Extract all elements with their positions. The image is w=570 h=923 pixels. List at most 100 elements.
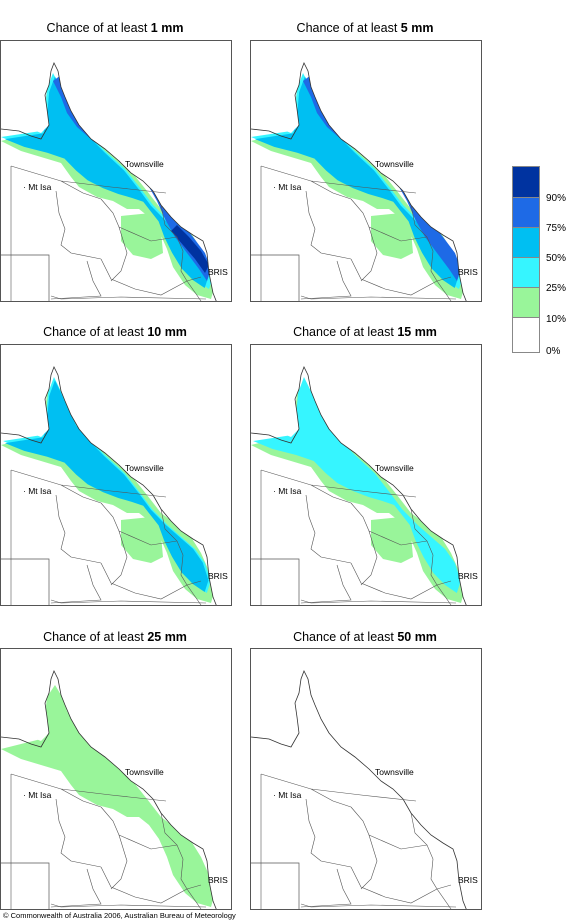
map-1mm: Townsville · Mt Isa BRIS bbox=[0, 40, 232, 302]
coastline bbox=[1, 670, 217, 909]
district-boundary bbox=[300, 564, 352, 604]
brisbane-label: BRIS bbox=[458, 571, 478, 581]
district-boundary bbox=[350, 502, 378, 586]
panel-title-50mm: Chance of at least 50 mm bbox=[293, 630, 437, 644]
district-boundary bbox=[350, 258, 452, 296]
district-boundary bbox=[100, 258, 202, 296]
legend-swatch-75 bbox=[512, 197, 540, 228]
legend-swatch-25 bbox=[512, 257, 540, 288]
legend-label-50: 50% bbox=[546, 253, 567, 264]
district-boundary bbox=[60, 788, 102, 808]
map-10mm: Townsville · Mt Isa BRIS bbox=[0, 344, 232, 606]
district-boundary bbox=[118, 226, 178, 242]
district-boundary bbox=[300, 260, 352, 300]
district-boundary bbox=[260, 773, 417, 802]
legend-label-75: 75% bbox=[546, 223, 567, 234]
ocean-mask bbox=[251, 649, 481, 909]
legend-label-90: 90% bbox=[546, 193, 567, 204]
district-boundary bbox=[350, 866, 452, 904]
mt-isa-label: · Mt Isa bbox=[23, 182, 52, 192]
probability-zone-25pct bbox=[253, 377, 461, 593]
panel-title-15mm: Chance of at least 15 mm bbox=[293, 325, 437, 339]
district-boundary bbox=[55, 798, 102, 868]
legend-label-0: 0% bbox=[546, 346, 561, 357]
coastline bbox=[1, 62, 217, 301]
map-15mm: Townsville · Mt Isa BRIS bbox=[250, 344, 482, 606]
queensland-map bbox=[251, 41, 481, 301]
district-boundary bbox=[160, 508, 188, 586]
district-boundary bbox=[350, 562, 452, 600]
queensland-map bbox=[251, 649, 481, 909]
district-boundary bbox=[186, 280, 202, 301]
panel-title-10mm: Chance of at least 10 mm bbox=[43, 325, 187, 339]
queensland-map bbox=[1, 41, 231, 301]
panel-title-25mm: Chance of at least 25 mm bbox=[43, 630, 187, 644]
probability-zone-50pct bbox=[255, 76, 459, 289]
district-boundary bbox=[186, 584, 202, 605]
state-border bbox=[251, 254, 300, 301]
legend-swatch-50 bbox=[512, 227, 540, 258]
panel-title-5mm: Chance of at least 5 mm bbox=[296, 21, 434, 35]
district-boundary bbox=[118, 834, 178, 850]
townsville-label: Townsville bbox=[375, 767, 414, 777]
townsville-label: Townsville bbox=[125, 767, 164, 777]
brisbane-label: BRIS bbox=[208, 267, 228, 277]
district-boundary bbox=[118, 530, 178, 546]
district-boundary bbox=[50, 564, 102, 604]
district-boundary bbox=[410, 204, 438, 282]
map-5mm: Townsville · Mt Isa BRIS bbox=[250, 40, 482, 302]
district-boundary bbox=[350, 806, 378, 890]
district-boundary bbox=[50, 295, 207, 300]
legend-label-10: 10% bbox=[546, 314, 567, 325]
map-25mm: Townsville · Mt Isa BRIS bbox=[0, 648, 232, 910]
district-boundary bbox=[50, 903, 207, 908]
brisbane-label: BRIS bbox=[208, 571, 228, 581]
district-boundary bbox=[100, 866, 202, 904]
probability-zone-50pct bbox=[5, 380, 209, 593]
district-boundary bbox=[300, 599, 457, 604]
mt-isa-label: · Mt Isa bbox=[273, 790, 302, 800]
district-boundary bbox=[100, 562, 202, 600]
legend-swatch-10 bbox=[512, 287, 540, 318]
townsville-label: Townsville bbox=[375, 159, 414, 169]
district-boundary bbox=[350, 198, 378, 282]
probability-zone-10pct bbox=[1, 685, 215, 907]
state-border bbox=[1, 254, 50, 301]
district-boundary bbox=[305, 190, 352, 260]
district-boundary bbox=[10, 773, 167, 802]
district-boundary bbox=[310, 180, 352, 200]
copyright-notice: © Commonwealth of Australia 2006, Austra… bbox=[3, 911, 236, 920]
queensland-map bbox=[251, 345, 481, 605]
district-boundary bbox=[305, 798, 352, 868]
district-boundary bbox=[260, 165, 417, 194]
probability-zone-50pct bbox=[5, 76, 209, 289]
map-50mm: Townsville · Mt Isa BRIS bbox=[250, 648, 482, 910]
legend-label-25: 25% bbox=[546, 283, 567, 294]
ocean-mask bbox=[251, 345, 481, 605]
district-boundary bbox=[100, 806, 128, 890]
legend-swatch-90 bbox=[512, 166, 540, 198]
district-boundary bbox=[436, 280, 452, 301]
district-boundary bbox=[10, 165, 167, 194]
state-border bbox=[251, 558, 300, 605]
district-boundary bbox=[160, 204, 188, 282]
district-boundary bbox=[10, 469, 167, 498]
mt-isa-label: · Mt Isa bbox=[273, 486, 302, 496]
ocean-mask bbox=[251, 41, 481, 301]
mt-isa-label: · Mt Isa bbox=[23, 790, 52, 800]
district-boundary bbox=[300, 903, 457, 908]
district-boundary bbox=[410, 812, 438, 890]
townsville-label: Townsville bbox=[125, 463, 164, 473]
coastline bbox=[1, 366, 217, 605]
district-boundary bbox=[310, 484, 352, 504]
district-boundary bbox=[436, 888, 452, 909]
district-boundary bbox=[368, 226, 428, 242]
district-boundary bbox=[100, 198, 128, 282]
district-boundary bbox=[300, 868, 352, 908]
state-border bbox=[1, 558, 50, 605]
coastline bbox=[251, 62, 467, 301]
district-boundary bbox=[55, 190, 102, 260]
brisbane-label: BRIS bbox=[458, 875, 478, 885]
probability-zone-10pct-inland bbox=[371, 213, 413, 259]
brisbane-label: BRIS bbox=[458, 267, 478, 277]
